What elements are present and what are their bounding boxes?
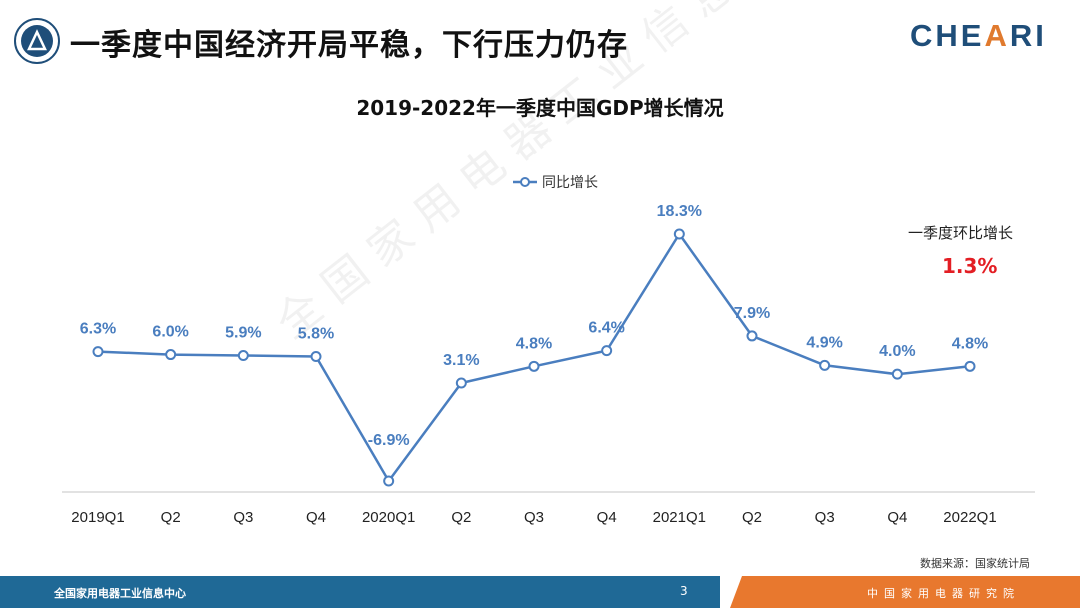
footer-left-band: [0, 576, 720, 608]
footer-institute-name: 中国家用电器研究院: [867, 587, 1020, 600]
x-tick-label: Q3: [524, 509, 544, 526]
page-title: 一季度中国经济开局平稳，下行压力仍存: [70, 28, 628, 63]
x-tick-label: 2022Q1: [943, 509, 996, 526]
brand-logo: CHEARI: [910, 18, 1047, 54]
x-tick-label: Q3: [233, 509, 253, 526]
data-point: [964, 360, 976, 372]
qoq-growth-label: 一季度环比增长: [908, 224, 1014, 242]
brand-logo-post: RI: [1009, 18, 1047, 53]
x-tick-label: 2019Q1: [71, 509, 124, 526]
data-point: [383, 475, 395, 487]
x-tick-label: Q4: [597, 509, 617, 526]
brand-logo-pre: CHE: [910, 18, 985, 53]
data-point: [455, 377, 467, 389]
chart-title: 2019-2022年一季度中国GDP增长情况: [356, 96, 724, 120]
data-point: [92, 346, 104, 358]
data-label: 4.9%: [806, 334, 842, 351]
brand-logo-accent: A: [984, 18, 1010, 53]
data-label: -6.9%: [368, 432, 410, 449]
x-tick-label: Q3: [815, 509, 835, 526]
data-source: 数据来源：国家统计局: [920, 557, 1030, 570]
x-tick-label: Q4: [306, 509, 326, 526]
data-point: [673, 228, 685, 240]
legend-marker-icon: [513, 177, 537, 187]
data-point: [165, 349, 177, 361]
footer-org-name: 全国家用电器工业信息中心: [54, 587, 186, 600]
x-tick-label: Q2: [451, 509, 471, 526]
data-label: 18.3%: [657, 203, 702, 220]
footer: 全国家用电器工业信息中心 3 中国家用电器研究院: [0, 576, 1080, 608]
data-point: [601, 345, 613, 357]
data-point: [746, 330, 758, 342]
data-point: [891, 368, 903, 380]
x-tick-label: Q2: [161, 509, 181, 526]
chart-legend: 同比增长: [512, 172, 598, 192]
data-label: 5.8%: [298, 326, 334, 343]
data-label: 4.8%: [952, 335, 988, 352]
data-point: [237, 350, 249, 362]
page-number: 3: [680, 584, 688, 598]
data-label: 5.9%: [225, 325, 261, 342]
data-point: [310, 351, 322, 363]
data-label: 4.0%: [879, 343, 915, 360]
data-point: [528, 360, 540, 372]
data-label: 3.1%: [443, 352, 479, 369]
footer-right-band: [730, 576, 1080, 608]
org-logo-icon: [14, 18, 60, 64]
x-tick-label: Q4: [887, 509, 907, 526]
data-label: 6.0%: [152, 324, 188, 341]
x-tick-label: 2021Q1: [653, 509, 706, 526]
x-tick-label: Q2: [742, 509, 762, 526]
data-label: 7.9%: [734, 305, 770, 322]
legend-label: 同比增长: [542, 175, 598, 191]
x-tick-label: 2020Q1: [362, 509, 415, 526]
data-label: 6.3%: [80, 321, 116, 338]
data-label: 6.4%: [588, 320, 624, 337]
data-label: 4.8%: [516, 335, 552, 352]
data-point: [819, 359, 831, 371]
qoq-growth-value: 1.3%: [942, 254, 998, 278]
series-line: [97, 232, 971, 483]
